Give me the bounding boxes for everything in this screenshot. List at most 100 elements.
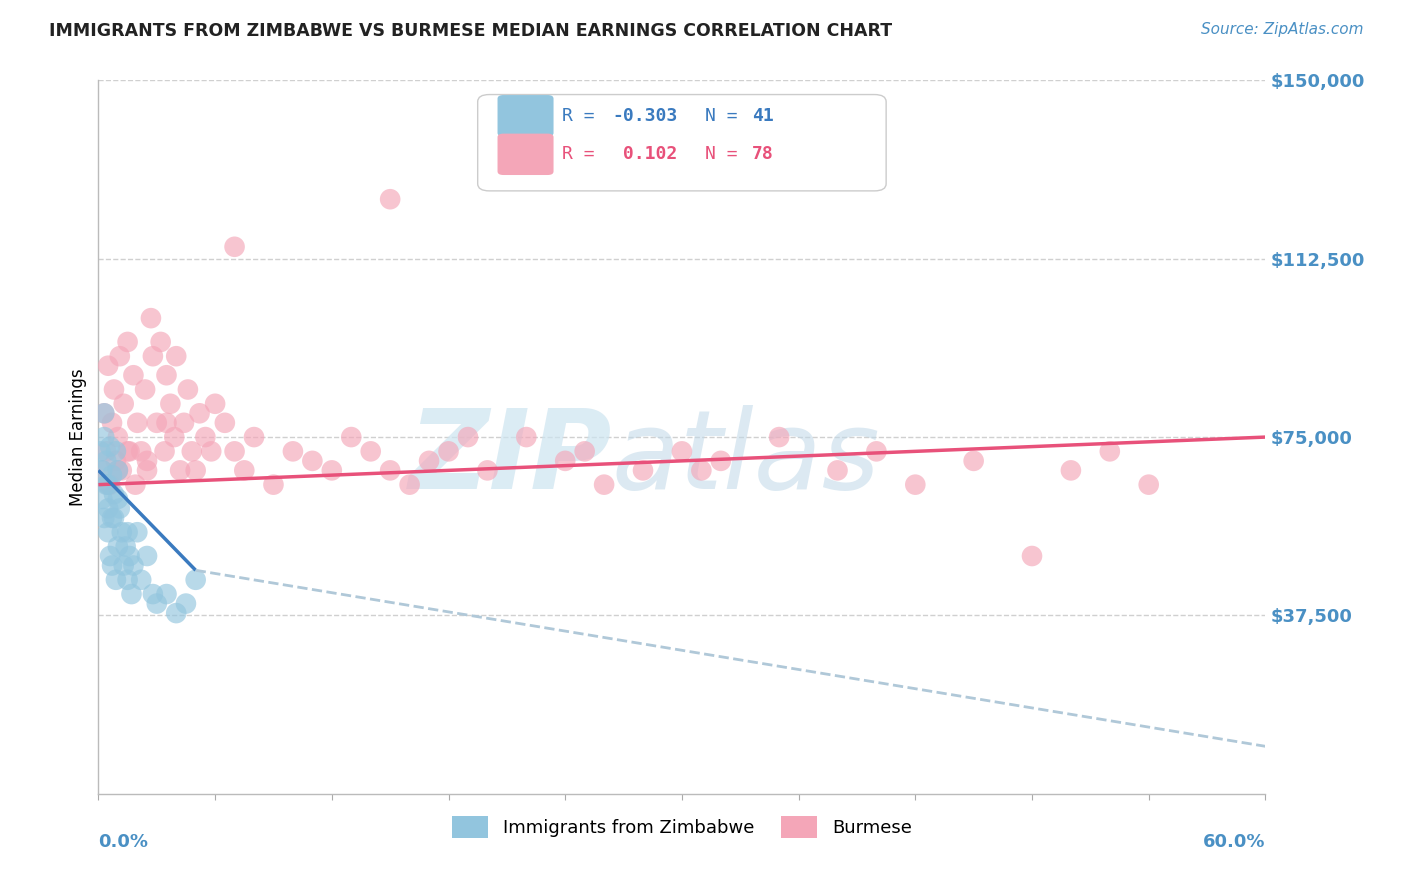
Point [104,444,127,458]
Point [97,477,120,491]
Point [1098,444,1121,458]
Point [103,511,125,525]
Point [122,558,145,573]
Point [1021,549,1043,563]
Point [224,444,246,458]
Point [173,416,195,430]
Text: N =: N = [706,145,749,163]
Point [93,406,115,420]
Text: -0.303: -0.303 [612,107,678,125]
Point [188,406,211,420]
Point [136,454,159,468]
Point [515,430,537,444]
Point [112,558,135,573]
Point [360,444,382,458]
Point [97,359,120,373]
Text: 0.102: 0.102 [612,145,678,163]
Point [93,406,115,420]
Point [101,511,124,525]
Point [301,454,323,468]
Point [98,549,121,563]
Point [194,430,217,444]
Point [865,444,887,458]
Point [477,463,499,477]
Point [159,397,181,411]
Point [146,597,169,611]
Point [122,368,145,383]
Point [243,430,266,444]
Point [184,573,207,587]
Text: R =: R = [562,145,605,163]
Point [200,444,222,458]
Point [96,477,118,491]
Point [146,416,169,430]
Point [149,334,172,349]
Point [437,444,460,458]
Point [112,397,135,411]
Point [127,416,149,430]
Point [93,511,115,525]
Text: Source: ZipAtlas.com: Source: ZipAtlas.com [1201,22,1364,37]
Point [340,430,363,444]
Point [554,454,576,468]
Point [418,454,440,468]
Point [97,477,120,491]
Point [710,454,733,468]
Point [574,444,596,458]
Text: ZIP: ZIP [408,405,612,512]
Point [101,558,124,573]
Point [117,525,139,540]
Point [233,463,256,477]
Y-axis label: Median Earnings: Median Earnings [69,368,87,506]
Point [117,573,139,587]
FancyBboxPatch shape [478,95,886,191]
Point [827,463,849,477]
Point [107,463,129,477]
Text: 0.0%: 0.0% [98,833,149,851]
Point [117,444,139,458]
Point [174,597,197,611]
Point [1137,477,1160,491]
Text: R =: R = [562,107,605,125]
Point [457,430,479,444]
FancyBboxPatch shape [498,95,554,136]
Point [262,477,284,491]
Point [96,444,118,458]
Point [91,463,114,477]
Point [103,383,125,397]
Point [155,587,177,601]
Point [1060,463,1083,477]
Point [104,573,127,587]
Text: 78: 78 [752,145,773,163]
Point [214,416,236,430]
Point [129,573,152,587]
Point [165,349,187,363]
Point [153,444,176,458]
Point [108,501,131,516]
Point [129,444,152,458]
Point [139,311,162,326]
Point [398,477,420,491]
Point [281,444,304,458]
Point [107,463,129,477]
Point [121,587,143,601]
Point [91,463,114,477]
Text: IMMIGRANTS FROM ZIMBABWE VS BURMESE MEDIAN EARNINGS CORRELATION CHART: IMMIGRANTS FROM ZIMBABWE VS BURMESE MEDI… [49,22,893,40]
Point [163,430,186,444]
Point [96,454,118,468]
Point [107,430,129,444]
Point [142,349,165,363]
Point [97,501,120,516]
FancyBboxPatch shape [498,134,554,175]
Point [904,477,927,491]
Point [134,383,156,397]
Point [111,525,134,540]
Point [204,397,226,411]
Point [142,587,165,601]
Point [114,540,136,554]
Point [98,477,121,491]
Point [136,463,159,477]
Point [177,383,200,397]
Point [89,444,111,458]
Point [101,416,124,430]
